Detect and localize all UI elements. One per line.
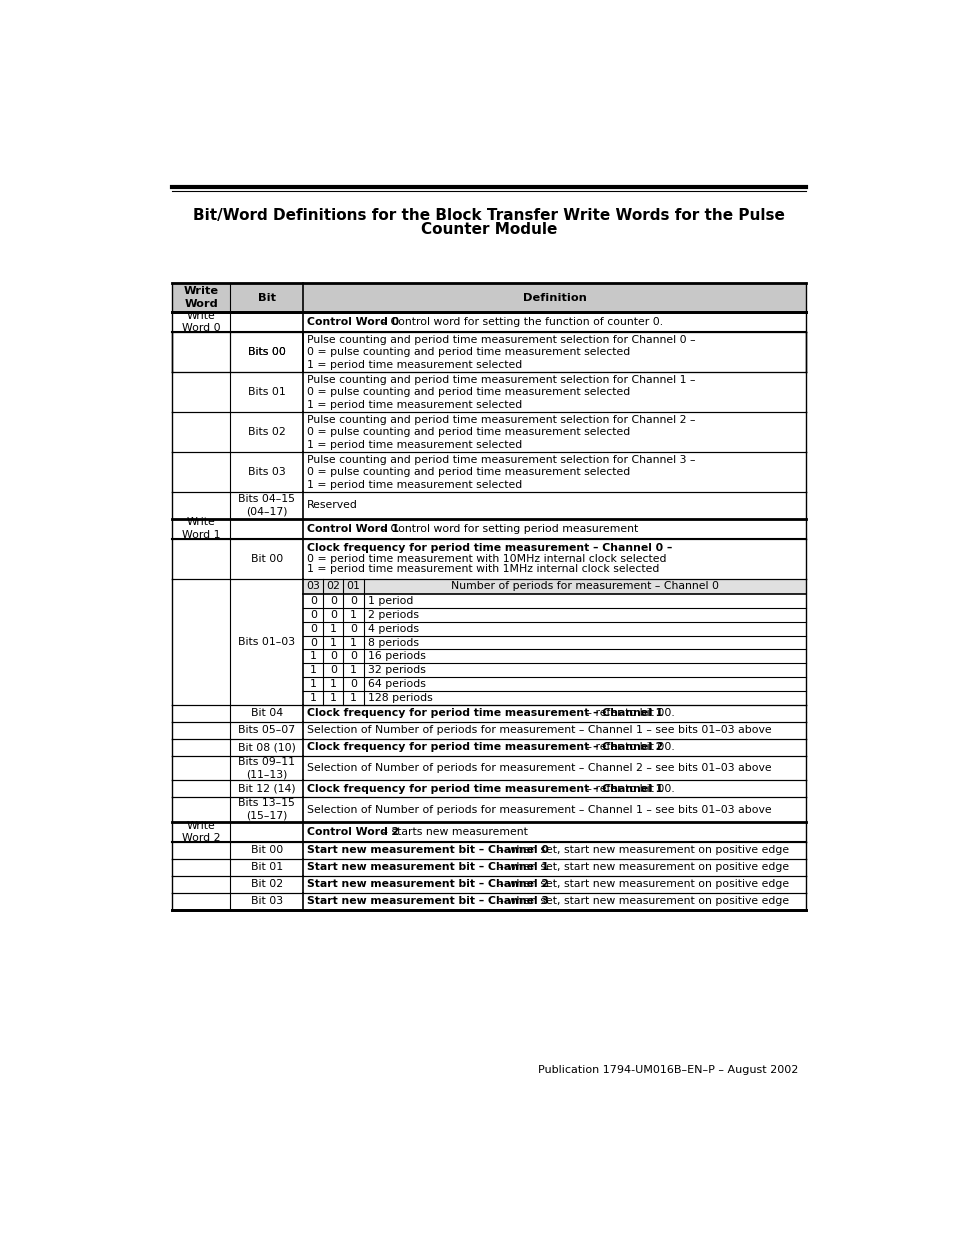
Text: 1: 1 xyxy=(310,651,316,662)
Text: Bits 01–03: Bits 01–03 xyxy=(238,637,295,647)
Text: Bit 01: Bit 01 xyxy=(251,862,282,872)
Text: Bit 03: Bit 03 xyxy=(251,897,282,906)
Text: 0: 0 xyxy=(330,651,336,662)
Text: 1: 1 xyxy=(310,666,316,676)
Text: 0: 0 xyxy=(350,624,356,634)
Text: 1: 1 xyxy=(350,610,356,620)
Text: Bits 00: Bits 00 xyxy=(248,347,285,357)
Text: Start new measurement bit – Channel 0: Start new measurement bit – Channel 0 xyxy=(307,846,548,856)
Text: 1: 1 xyxy=(350,637,356,647)
Text: Write
Word 1: Write Word 1 xyxy=(182,517,220,540)
Text: Write
Word 0: Write Word 0 xyxy=(182,311,220,333)
Text: Selection of Number of periods for measurement – Channel 2 – see bits 01–03 abov: Selection of Number of periods for measu… xyxy=(307,763,771,773)
Text: Control Word 1: Control Word 1 xyxy=(307,524,398,534)
Text: Bits 05–07: Bits 05–07 xyxy=(238,725,295,735)
Text: Bit 08 (10): Bit 08 (10) xyxy=(237,742,295,752)
Bar xyxy=(303,579,805,594)
Text: Pulse counting and period time measurement selection for Channel 2 –
0 = pulse c: Pulse counting and period time measureme… xyxy=(307,415,695,450)
Text: 1: 1 xyxy=(350,666,356,676)
Text: Bits 03: Bits 03 xyxy=(248,467,285,478)
Text: 0 = period time measurement with 10MHz internal clock selected: 0 = period time measurement with 10MHz i… xyxy=(307,553,666,563)
Text: 0: 0 xyxy=(310,637,316,647)
Text: 01: 01 xyxy=(346,582,360,592)
Text: Definition: Definition xyxy=(522,293,586,303)
Text: 1 period: 1 period xyxy=(367,597,413,606)
Text: 16 periods: 16 periods xyxy=(367,651,425,662)
Text: Pulse counting and period time measurement selection for Channel 0 –
0 = pulse c: Pulse counting and period time measureme… xyxy=(307,335,695,369)
Text: Bit 02: Bit 02 xyxy=(251,879,282,889)
Text: 2 periods: 2 periods xyxy=(367,610,418,620)
Text: 03: 03 xyxy=(306,582,320,592)
Text: – when set, start new measurement on positive edge: – when set, start new measurement on pos… xyxy=(494,897,788,906)
Text: 0: 0 xyxy=(330,610,336,620)
Text: 1: 1 xyxy=(350,693,356,703)
Text: 64 periods: 64 periods xyxy=(367,679,425,689)
Text: 1: 1 xyxy=(310,679,316,689)
Text: – when set, start new measurement on positive edge: – when set, start new measurement on pos… xyxy=(494,862,788,872)
Text: 8 periods: 8 periods xyxy=(367,637,418,647)
Text: Counter Module: Counter Module xyxy=(420,221,557,237)
Text: 0: 0 xyxy=(310,624,316,634)
Text: 128 periods: 128 periods xyxy=(367,693,432,703)
Text: 0: 0 xyxy=(330,666,336,676)
Text: 0: 0 xyxy=(310,610,316,620)
Text: Publication 1794-UM016B–EN–P – August 2002: Publication 1794-UM016B–EN–P – August 20… xyxy=(537,1065,798,1074)
Text: Bits 00: Bits 00 xyxy=(248,347,285,357)
Text: 32 periods: 32 periods xyxy=(367,666,425,676)
Text: Clock frequency for period time measurement – Channel 0 –: Clock frequency for period time measurem… xyxy=(307,543,672,553)
Text: Bit 00: Bit 00 xyxy=(251,553,282,563)
Text: Control Word 0: Control Word 0 xyxy=(307,317,398,327)
Text: Clock frequency for period time measurement – Channel 2: Clock frequency for period time measurem… xyxy=(307,742,662,752)
Text: Start new measurement bit – Channel 3: Start new measurement bit – Channel 3 xyxy=(307,897,549,906)
Text: – Control word for setting the function of counter 0.: – Control word for setting the function … xyxy=(378,317,663,327)
Text: – when set, start new measurement on positive edge: – when set, start new measurement on pos… xyxy=(494,879,788,889)
Text: Bit/Word Definitions for the Block Transfer Write Words for the Pulse: Bit/Word Definitions for the Block Trans… xyxy=(193,207,784,222)
Text: – refer to bit 00.: – refer to bit 00. xyxy=(582,709,674,719)
Text: – when set, start new measurement on positive edge: – when set, start new measurement on pos… xyxy=(494,846,788,856)
Text: – refer to bit 00.: – refer to bit 00. xyxy=(582,784,674,794)
Text: Selection of Number of periods for measurement – Channel 1 – see bits 01–03 abov: Selection of Number of periods for measu… xyxy=(307,725,771,735)
Text: 1: 1 xyxy=(330,637,336,647)
Text: Number of periods for measurement – Channel 0: Number of periods for measurement – Chan… xyxy=(450,582,718,592)
Text: Bit 04: Bit 04 xyxy=(251,709,282,719)
Text: Bits 09–11
(11–13): Bits 09–11 (11–13) xyxy=(238,757,294,779)
Text: 1 = period time measurement with 1MHz internal clock selected: 1 = period time measurement with 1MHz in… xyxy=(307,564,659,574)
Text: Bits 04–15
(04–17): Bits 04–15 (04–17) xyxy=(238,494,294,516)
Text: 4 periods: 4 periods xyxy=(367,624,418,634)
Text: Clock frequency for period time measurement – Channel 1: Clock frequency for period time measurem… xyxy=(307,784,662,794)
Text: Clock frequency for period time measurement – Channel 1: Clock frequency for period time measurem… xyxy=(307,709,662,719)
Text: Control Word 2: Control Word 2 xyxy=(307,827,399,837)
Text: 0: 0 xyxy=(330,597,336,606)
Text: 1: 1 xyxy=(330,624,336,634)
Text: – refer to bit 00.: – refer to bit 00. xyxy=(582,742,674,752)
Text: 0: 0 xyxy=(350,597,356,606)
Text: Start new measurement bit – Channel 1: Start new measurement bit – Channel 1 xyxy=(307,862,548,872)
Text: Write
Word 2: Write Word 2 xyxy=(182,821,220,844)
Text: Write
Word: Write Word xyxy=(183,287,218,309)
Text: Selection of Number of periods for measurement – Channel 1 – see bits 01–03 abov: Selection of Number of periods for measu… xyxy=(307,805,771,815)
Text: Pulse counting and period time measurement selection for Channel 1 –
0 = pulse c: Pulse counting and period time measureme… xyxy=(307,375,695,410)
Text: 02: 02 xyxy=(326,582,340,592)
Text: 0: 0 xyxy=(350,679,356,689)
Text: Bit: Bit xyxy=(257,293,275,303)
Text: – Control word for setting period measurement: – Control word for setting period measur… xyxy=(378,524,638,534)
Text: 1: 1 xyxy=(330,693,336,703)
Bar xyxy=(172,283,805,312)
Text: Bits 13–15
(15–17): Bits 13–15 (15–17) xyxy=(238,799,294,821)
Text: Bit 00: Bit 00 xyxy=(251,846,282,856)
Text: Bits 02: Bits 02 xyxy=(248,427,285,437)
Text: 1: 1 xyxy=(310,693,316,703)
Text: 0: 0 xyxy=(350,651,356,662)
Text: Reserved: Reserved xyxy=(307,500,357,510)
Text: Bit 12 (14): Bit 12 (14) xyxy=(237,784,295,794)
Text: 1: 1 xyxy=(330,679,336,689)
Text: – starts new measurement: – starts new measurement xyxy=(378,827,527,837)
Text: Pulse counting and period time measurement selection for Channel 3 –
0 = pulse c: Pulse counting and period time measureme… xyxy=(307,454,695,490)
Text: Bits 01: Bits 01 xyxy=(248,388,285,398)
Text: Start new measurement bit – Channel 2: Start new measurement bit – Channel 2 xyxy=(307,879,549,889)
Text: 0: 0 xyxy=(310,597,316,606)
